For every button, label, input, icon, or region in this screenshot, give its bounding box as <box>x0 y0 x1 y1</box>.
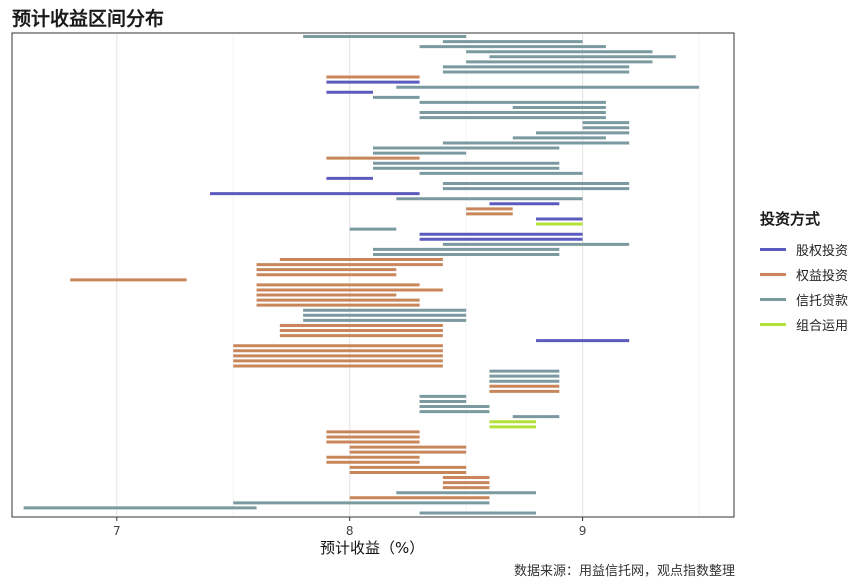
x-axis: 7 8 9 <box>113 517 586 538</box>
legend-item-trust: 信托贷款 <box>760 287 848 312</box>
legend-swatch-rights <box>760 273 786 276</box>
legend-item-equity: 股权投资 <box>760 237 848 262</box>
legend-title: 投资方式 <box>760 210 821 228</box>
legend-label: 权益投资 <box>796 269 849 284</box>
legend-label: 信托贷款 <box>796 294 849 309</box>
x-tick-label: 7 <box>113 524 121 538</box>
range-bars <box>23 35 700 515</box>
legend-label: 组合运用 <box>796 319 849 334</box>
legend-label: 股权投资 <box>796 244 849 259</box>
legend-swatch-trust <box>760 298 786 301</box>
legend-swatch-equity <box>760 248 786 251</box>
chart-title: 预计收益区间分布 <box>12 8 165 30</box>
x-tick-label: 9 <box>579 524 587 538</box>
x-tick-label: 8 <box>346 524 354 538</box>
data-source: 数据来源：用益信托网，观点指数整理 <box>513 564 735 579</box>
legend-item-mixed: 组合运用 <box>760 312 848 337</box>
legend: 投资方式 股权投资 权益投资 信托贷款 组合运用 <box>760 208 848 337</box>
legend-swatch-mixed <box>760 323 786 326</box>
legend-item-rights: 权益投资 <box>760 262 848 287</box>
x-axis-label: 预计收益（%） <box>320 539 425 557</box>
